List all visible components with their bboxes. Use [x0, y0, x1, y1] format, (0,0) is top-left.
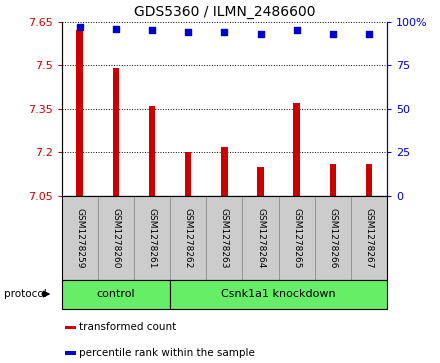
Point [149, 28, 156, 33]
Bar [77, 30, 83, 196]
Bar [206, 196, 242, 280]
Text: transformed count: transformed count [78, 322, 176, 333]
Text: GSM1278267: GSM1278267 [365, 208, 374, 268]
Bar [257, 167, 264, 196]
Text: GSM1278260: GSM1278260 [111, 208, 121, 268]
Bar [98, 196, 134, 280]
Title: GDS5360 / ILMN_2486600: GDS5360 / ILMN_2486600 [134, 5, 315, 19]
Text: GSM1278263: GSM1278263 [220, 208, 229, 268]
Bar [185, 152, 191, 196]
Point [185, 29, 192, 35]
Point [330, 31, 337, 37]
Point [112, 26, 119, 32]
Text: GSM1278261: GSM1278261 [147, 208, 157, 268]
Point [221, 29, 228, 35]
Bar [351, 196, 387, 280]
Bar [366, 164, 372, 196]
Text: Csnk1a1 knockdown: Csnk1a1 knockdown [221, 289, 336, 299]
Point [257, 31, 264, 37]
Bar [293, 103, 300, 196]
Text: control: control [96, 289, 135, 299]
Text: GSM1278262: GSM1278262 [184, 208, 193, 268]
Bar [170, 196, 206, 280]
Bar [134, 196, 170, 280]
Text: GSM1278264: GSM1278264 [256, 208, 265, 268]
Point [76, 24, 83, 30]
Bar [330, 164, 336, 196]
Text: GSM1278265: GSM1278265 [292, 208, 301, 268]
Text: GSM1278266: GSM1278266 [328, 208, 337, 268]
Point [366, 31, 373, 37]
Bar [315, 196, 351, 280]
Bar [65, 326, 76, 329]
Bar [65, 351, 76, 355]
Bar [279, 196, 315, 280]
Bar [62, 196, 98, 280]
Bar [113, 68, 119, 196]
Text: percentile rank within the sample: percentile rank within the sample [78, 348, 254, 358]
Bar [62, 280, 170, 309]
Point [293, 28, 300, 33]
Bar [149, 106, 155, 196]
Bar [242, 196, 279, 280]
Bar [221, 147, 227, 196]
Text: protocol: protocol [4, 289, 47, 299]
Bar [170, 280, 387, 309]
Text: GSM1278259: GSM1278259 [75, 208, 84, 268]
